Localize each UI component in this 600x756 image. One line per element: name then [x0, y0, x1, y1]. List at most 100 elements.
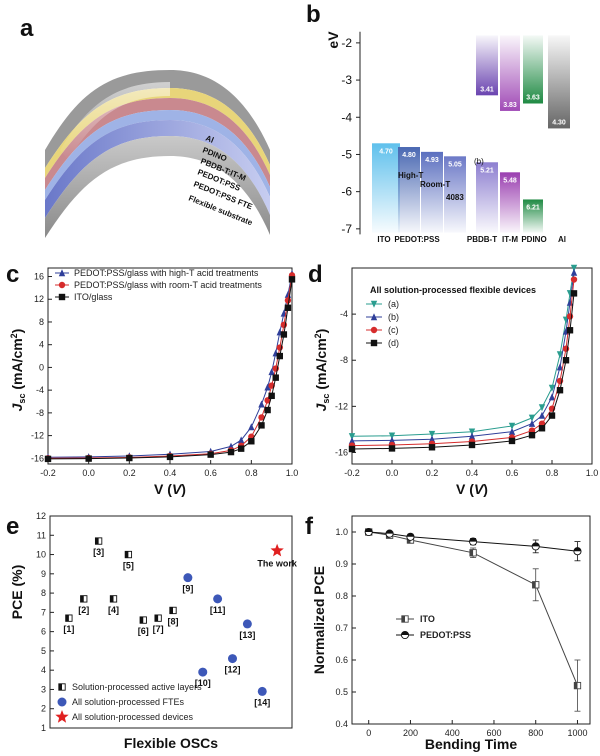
data-point — [288, 276, 296, 283]
energy-level-bar — [476, 162, 498, 233]
data-point — [348, 445, 356, 453]
series-line — [351, 279, 575, 447]
y-tick-label: 0.9 — [335, 559, 348, 569]
data-point — [258, 414, 265, 421]
data-point — [570, 276, 578, 283]
data-point — [264, 406, 271, 414]
panel-label-a: a — [20, 15, 34, 42]
point-label: The work — [257, 559, 298, 569]
series-line — [351, 267, 575, 437]
data-point — [109, 595, 118, 603]
panel-label-f: f — [305, 513, 314, 540]
point-label: [14] — [254, 697, 270, 707]
energy-level-bar — [421, 151, 443, 233]
data-point-fill — [110, 595, 114, 603]
data-point — [213, 594, 223, 604]
x-axis-label: Bending Time — [425, 736, 518, 752]
y-tick-label: 16 — [34, 272, 44, 282]
data-point — [124, 550, 133, 559]
data-point — [348, 433, 356, 441]
energy-level-bar — [476, 35, 498, 96]
y-tick-label: -8 — [340, 355, 348, 365]
x-tick-label: -0.2 — [40, 468, 56, 478]
layer-active — [45, 98, 270, 190]
x-tick-label: 1.0 — [286, 468, 299, 478]
data-point — [268, 368, 275, 376]
point-label: [1] — [63, 624, 74, 634]
data-point-fill — [469, 538, 477, 542]
data-point-fill — [80, 595, 84, 603]
data-point-fill — [532, 581, 536, 588]
data-point — [388, 436, 396, 444]
data-point — [428, 435, 436, 443]
y-tick-label: -5 — [341, 147, 352, 161]
data-point — [154, 614, 162, 622]
legend-marker-fill — [401, 615, 405, 623]
data-point — [528, 419, 536, 427]
data-point — [570, 264, 578, 272]
y-tick-label: -12 — [31, 431, 44, 441]
data-point — [270, 543, 284, 557]
data-point — [538, 425, 546, 432]
point-label: [11] — [210, 605, 226, 615]
point-label: [5] — [123, 561, 134, 571]
point-label: [3] — [93, 547, 104, 557]
data-point — [570, 268, 578, 276]
panel-label-e: e — [6, 513, 19, 540]
energy-level-value: 4.80 — [402, 152, 416, 159]
data-point-fill — [365, 528, 373, 532]
legend-marker — [58, 683, 66, 691]
material-label: Al — [558, 235, 566, 244]
x-axis-label: V (V) — [154, 481, 186, 497]
data-point — [228, 654, 237, 664]
point-label: [13] — [239, 630, 255, 640]
y-tick-label: 12 — [36, 511, 46, 521]
data-point — [237, 436, 245, 444]
y-tick-label: 8 — [39, 317, 44, 327]
data-point — [264, 383, 271, 391]
data-point — [531, 542, 540, 551]
x-tick-label: 0.0 — [82, 468, 95, 478]
y-tick-label: -12 — [335, 401, 348, 411]
legend-label: (c) — [388, 325, 399, 335]
plot-frame — [49, 515, 293, 729]
data-point — [556, 387, 564, 394]
data-point — [237, 445, 245, 452]
data-point — [428, 444, 436, 451]
data-point — [126, 454, 133, 462]
material-label: PBDB-T — [467, 235, 497, 244]
data-point — [65, 614, 73, 622]
data-point — [280, 331, 288, 338]
data-point-fill — [65, 614, 69, 622]
y-tick-label: 0.8 — [335, 591, 348, 601]
data-point — [406, 532, 415, 541]
annotation-b: (b) — [474, 157, 484, 166]
series-line — [351, 272, 575, 442]
data-point — [284, 304, 292, 311]
panel-a: a Al PDINO PBDB-T:IT-M PEDOT:PSS PEDOT:P… — [20, 15, 270, 238]
data-point — [139, 616, 147, 624]
series-line — [47, 275, 293, 459]
energy-level-bar — [523, 199, 543, 233]
y-tick-label: -2 — [341, 36, 352, 50]
annotation-room-t: Room-T — [420, 180, 450, 189]
y-tick-label: 12 — [34, 294, 44, 304]
y-tick-label: -4 — [340, 309, 348, 319]
legend-marker-fill — [401, 631, 409, 635]
legend-label: ITO — [420, 614, 435, 624]
x-tick-label: -0.2 — [344, 468, 360, 478]
data-point — [469, 549, 477, 557]
energy-level-value: 3.41 — [480, 86, 494, 93]
data-point — [166, 453, 174, 461]
y-tick-label: 1.0 — [335, 527, 348, 537]
panel-f: f 0 200 400 600 800 1000 1.0 0.9 0.8 0.7 0.6 0.5 0.4… — [305, 513, 591, 752]
y-tick-label: 4 — [39, 340, 44, 350]
data-point — [528, 414, 536, 422]
data-point — [573, 681, 582, 690]
data-point-fill — [574, 682, 578, 689]
x-tick-label: 0.4 — [164, 468, 177, 478]
legend-title: All solution-processed flexible devices — [370, 285, 536, 295]
y-tick-label: 0.6 — [335, 655, 348, 665]
data-point — [468, 432, 476, 440]
